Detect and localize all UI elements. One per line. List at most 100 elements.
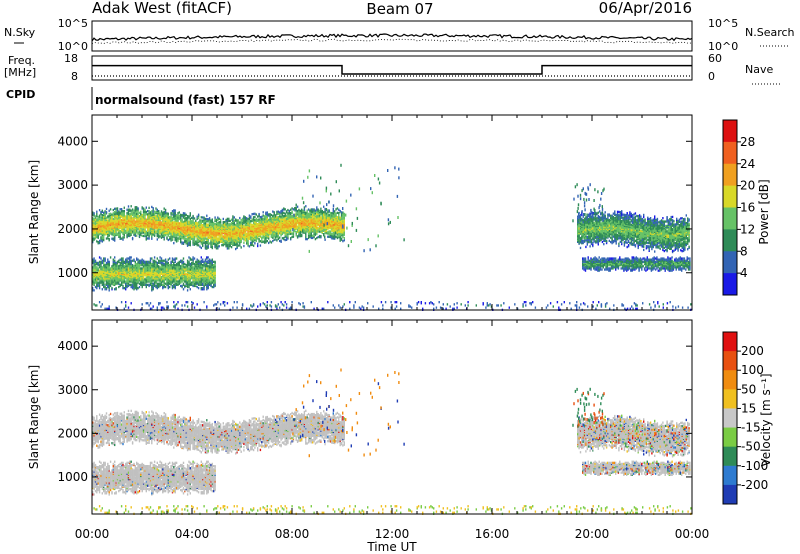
nsearch-label: N.Search [745,26,795,39]
range-cell [112,214,114,217]
range-cell [105,207,108,211]
nsky-line [91,33,693,42]
range-cell [255,220,257,223]
range-cell [277,215,279,219]
range-cell [339,234,341,237]
range-cell [131,210,134,213]
range-cell [122,210,124,213]
range-cell [320,209,322,213]
range-cell [243,219,245,222]
range-cell [296,210,299,213]
range-cell [136,262,138,266]
range-cell [112,262,114,266]
range-cell [127,284,130,288]
range-cell [141,269,143,272]
freq-tick-bottom: 8 [71,70,78,83]
range-cell [163,262,165,266]
range-cell [114,239,116,242]
range-cell [103,236,105,240]
range-cell [147,278,149,281]
range-cell [141,213,143,217]
range-cell [342,231,344,234]
range-cell [115,281,117,284]
range-cell [142,228,145,231]
range-cell [159,256,161,259]
range-cell [200,235,202,239]
range-cell [281,212,284,215]
range-cell [280,218,282,222]
range-cell [160,266,163,269]
range-cell [129,256,131,259]
range-cell [104,283,106,286]
range-cell [301,211,303,215]
range-cell [169,216,171,219]
range-cell [265,216,267,219]
range-cell [122,284,124,288]
range-cell [270,217,273,220]
range-cell [108,267,110,270]
range-cell [131,212,134,216]
range-cell [173,221,175,224]
range-cell [329,214,332,217]
range-cell [156,217,158,220]
range-cell [316,206,318,209]
range-cell [270,233,273,236]
range-cell [279,220,281,223]
range-cell [244,219,246,222]
range-cell [210,243,212,246]
range-cell [131,259,134,262]
range-cell [101,240,103,243]
range-cell [244,239,246,242]
range-cell [261,229,263,233]
range-cell [158,285,160,289]
range-cell [258,220,260,223]
nsky-tick-bottom: 10^0 [58,40,88,53]
range-cell [155,260,157,263]
range-cell [306,230,308,233]
range-cell [269,215,271,218]
range-cell [148,210,150,213]
range-cell [213,236,215,239]
range-cell [299,209,301,213]
range-cell [142,281,145,284]
range-cell [108,289,110,292]
range-cell [284,229,286,232]
range-cell [134,231,136,234]
range-cell [210,219,212,222]
range-cell [338,234,340,238]
range-cell [103,257,105,260]
range-cell [200,219,202,222]
range-cell [93,212,95,215]
range-cell [203,241,205,244]
range-cell [266,239,268,243]
range-cell [246,232,248,235]
range-cell [141,267,143,270]
range-cell [305,205,307,208]
range-cell [122,257,124,260]
range-cell [148,231,150,235]
range-cell [196,215,198,218]
range-cell [158,210,160,213]
range-cell [280,239,282,242]
range-cell [100,265,102,268]
range-cell [263,219,266,222]
range-cell [160,230,163,233]
range-cell [156,214,158,217]
range-cell [112,233,114,236]
range-cell [269,240,271,243]
range-cell [134,234,136,237]
range-cell [202,240,204,243]
range-cell [225,241,227,245]
range-cell [170,239,172,242]
range-cell [138,264,141,267]
range-cell [131,230,134,233]
range-cell [163,219,165,222]
nsky-panel [91,20,693,52]
range-cell [169,231,171,234]
range-cell [342,213,344,216]
range-cell [127,282,130,285]
range-cell [151,284,153,288]
range-cell [290,215,292,218]
range-cell [151,212,153,215]
range-cell [162,261,164,265]
